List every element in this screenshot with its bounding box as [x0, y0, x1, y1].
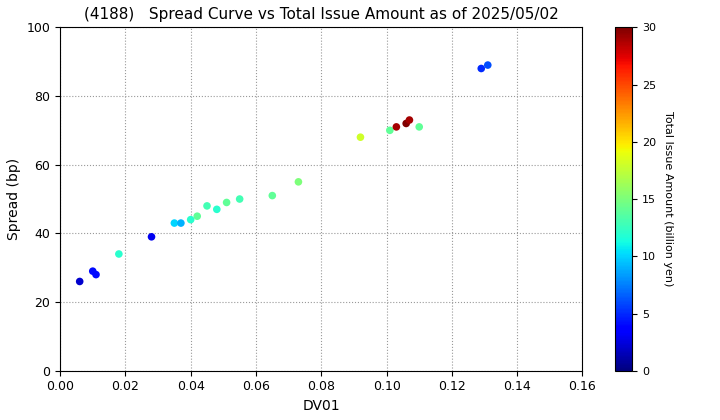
Y-axis label: Total Issue Amount (billion yen): Total Issue Amount (billion yen): [663, 111, 672, 287]
Point: [202, 202, 213, 209]
Point: [192, 213, 203, 220]
Point: [413, 123, 425, 130]
Point: [175, 220, 186, 226]
Point: [391, 123, 402, 130]
Point: [234, 196, 246, 202]
Point: [400, 120, 412, 127]
Point: [292, 178, 304, 185]
Point: [355, 134, 366, 141]
Point: [145, 234, 157, 240]
Title: (4188)   Spread Curve vs Total Issue Amount as of 2025/05/02: (4188) Spread Curve vs Total Issue Amoun…: [84, 7, 559, 22]
Point: [87, 268, 99, 275]
Point: [168, 220, 180, 226]
Point: [482, 62, 493, 68]
Point: [266, 192, 278, 199]
Point: [74, 278, 86, 285]
Y-axis label: Spread (bp): Spread (bp): [7, 158, 21, 240]
Point: [211, 206, 222, 213]
Point: [221, 199, 233, 206]
Point: [384, 127, 395, 134]
X-axis label: DV01: DV01: [302, 399, 340, 413]
Point: [475, 65, 487, 72]
Point: [113, 251, 125, 257]
Point: [90, 271, 102, 278]
Point: [404, 117, 415, 123]
Point: [185, 216, 197, 223]
